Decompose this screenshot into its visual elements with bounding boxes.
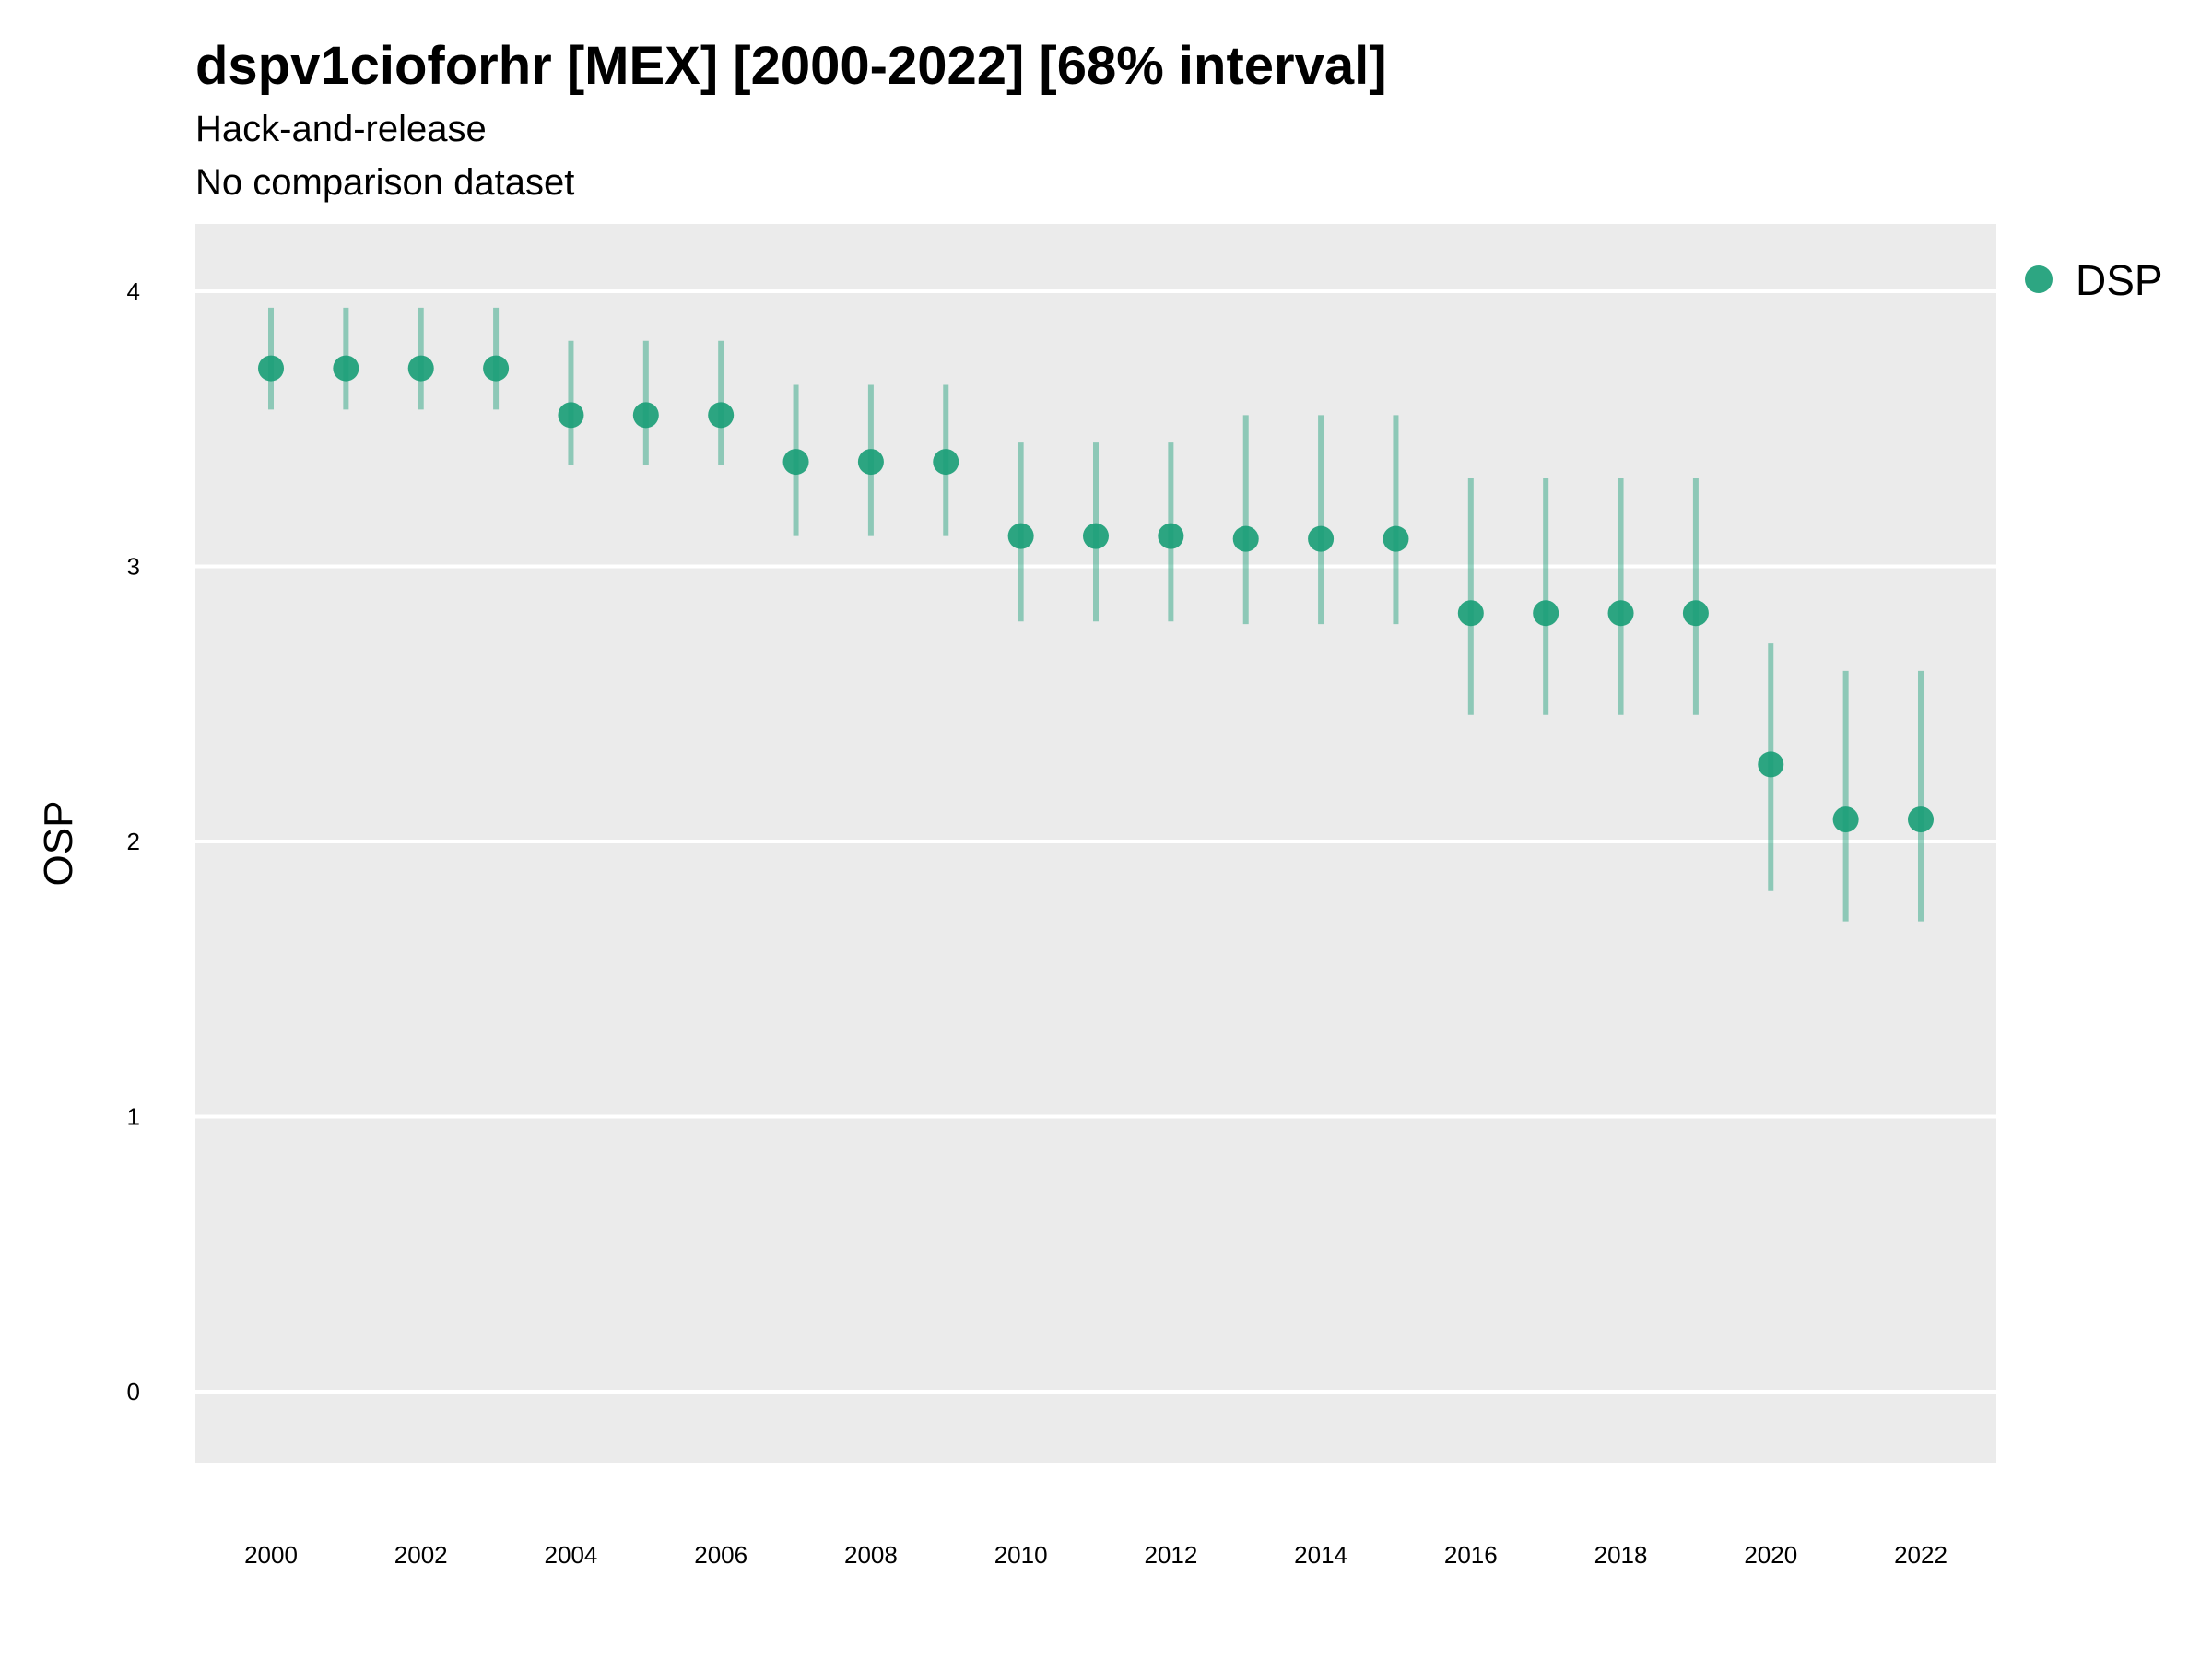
data-point-2002 xyxy=(407,355,434,382)
x-tick-label-2006: 2006 xyxy=(694,1541,747,1569)
data-point-2007 xyxy=(782,449,809,476)
data-point-2004 xyxy=(558,402,584,429)
data-point-2013 xyxy=(1232,525,1259,552)
x-tick-label-2020: 2020 xyxy=(1744,1541,1797,1569)
y-tick-label-2: 2 xyxy=(127,828,140,855)
data-point-2006 xyxy=(708,402,735,429)
data-point-2011 xyxy=(1083,523,1109,549)
x-tick-label-2014: 2014 xyxy=(1294,1541,1347,1569)
data-point-2005 xyxy=(632,402,659,429)
data-point-2021 xyxy=(1832,806,1859,833)
x-tick-label-2002: 2002 xyxy=(394,1541,448,1569)
data-point-2020 xyxy=(1758,751,1784,778)
data-point-2001 xyxy=(333,355,359,382)
data-point-2003 xyxy=(483,355,510,382)
x-tick-label-2000: 2000 xyxy=(244,1541,298,1569)
x-tick-label-2012: 2012 xyxy=(1144,1541,1197,1569)
x-axis-ticks: 2000 2002 2004 2006 2008 2010 2012 2014 2016 2018… xyxy=(244,1541,1947,1569)
y-tick-label-0: 0 xyxy=(127,1378,140,1406)
x-tick-label-2022: 2022 xyxy=(1894,1541,1947,1569)
data-point-2010 xyxy=(1007,523,1034,549)
chart-subtitle-comparison: No comparison dataset xyxy=(195,162,575,203)
data-point-2015 xyxy=(1382,525,1409,552)
y-tick-label-4: 4 xyxy=(127,277,140,305)
data-point-2014 xyxy=(1308,525,1335,552)
y-tick-label-1: 1 xyxy=(127,1103,140,1131)
legend: DSP xyxy=(2025,256,2163,304)
data-point-2016 xyxy=(1457,600,1484,627)
x-tick-label-2008: 2008 xyxy=(844,1541,898,1569)
data-point-2018 xyxy=(1607,600,1634,627)
data-point-2009 xyxy=(933,449,959,476)
x-tick-label-2004: 2004 xyxy=(545,1541,598,1569)
x-tick-label-2010: 2010 xyxy=(994,1541,1048,1569)
legend-label-dsp: DSP xyxy=(2076,256,2163,304)
gridlines xyxy=(195,289,1996,1394)
data-point-2022 xyxy=(1908,806,1934,833)
chart-title: dspv1cioforhr [MEX] [2000-2022] [68% int… xyxy=(195,36,1387,96)
x-tick-label-2018: 2018 xyxy=(1594,1541,1648,1569)
data-point-2000 xyxy=(258,355,284,382)
chart-subtitle: Hack-and-release xyxy=(195,109,487,149)
x-tick-label-2016: 2016 xyxy=(1444,1541,1498,1569)
y-axis-label: OSP xyxy=(36,801,81,887)
y-tick-label-3: 3 xyxy=(127,553,140,581)
data-point-2017 xyxy=(1533,600,1559,627)
data-point-2019 xyxy=(1682,600,1709,627)
y-axis-ticks: 0 1 2 3 4 xyxy=(127,277,140,1406)
data-point-2012 xyxy=(1158,523,1184,549)
data-points xyxy=(258,355,1934,833)
legend-key-dsp xyxy=(2025,265,2053,293)
data-point-2008 xyxy=(857,449,884,476)
